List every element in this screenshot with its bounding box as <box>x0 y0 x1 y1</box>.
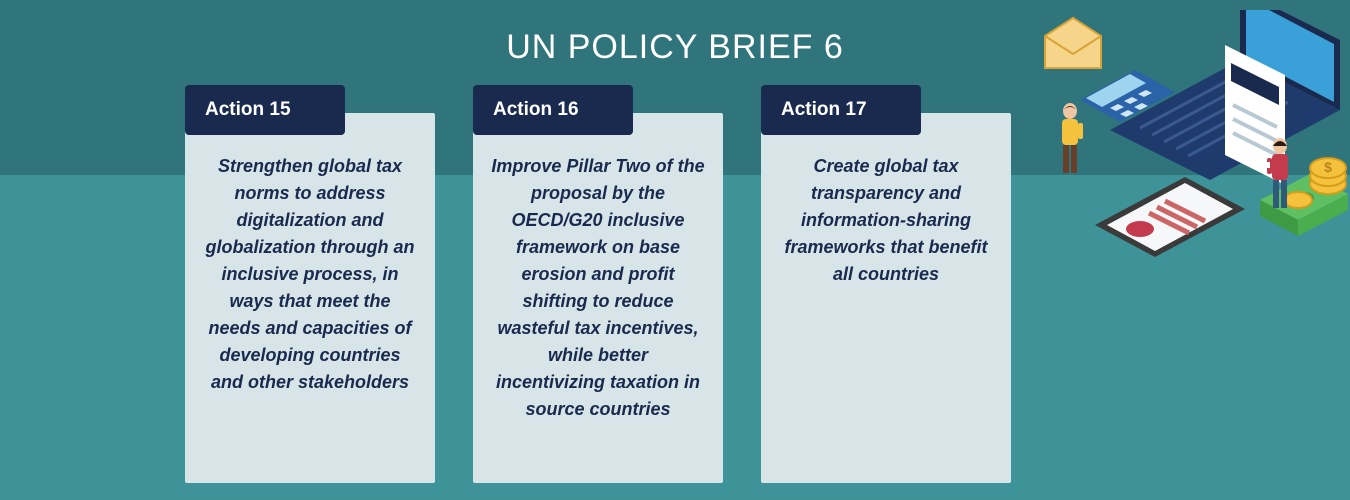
action-body: Create global tax transparency and infor… <box>761 113 1011 483</box>
tax-illustration-icon: TAX $ <box>1000 10 1350 290</box>
action-card-15: Action 15 Strengthen global tax norms to… <box>185 85 435 483</box>
action-body: Strengthen global tax norms to address d… <box>185 113 435 483</box>
action-tag: Action 17 <box>761 85 921 135</box>
action-tag: Action 15 <box>185 85 345 135</box>
action-body: Improve Pillar Two of the proposal by th… <box>473 113 723 483</box>
action-tag: Action 16 <box>473 85 633 135</box>
action-card-17: Action 17 Create global tax transparency… <box>761 85 1011 483</box>
svg-text:$: $ <box>1324 159 1332 175</box>
action-card-16: Action 16 Improve Pillar Two of the prop… <box>473 85 723 483</box>
action-cards-row: Action 15 Strengthen global tax norms to… <box>185 85 1011 483</box>
